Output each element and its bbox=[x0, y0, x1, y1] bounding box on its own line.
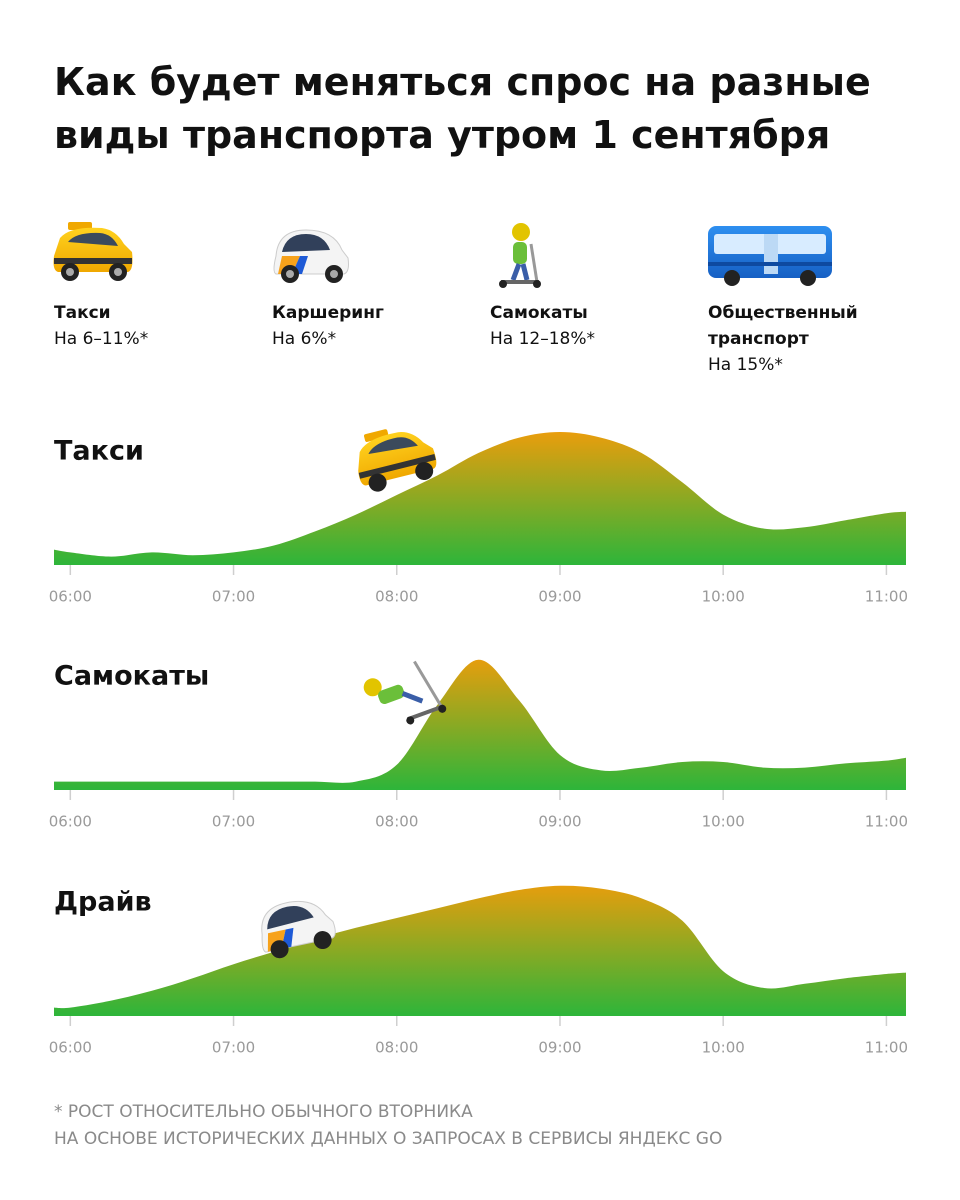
taxi-icon bbox=[53, 222, 133, 281]
area bbox=[54, 659, 906, 790]
chart-title: Самокаты bbox=[54, 661, 209, 692]
legend-name: Самокаты bbox=[490, 303, 588, 323]
taxi-chart-icon bbox=[358, 429, 437, 492]
footnote: * Рост относительно обычного вторника на… bbox=[54, 1099, 722, 1153]
area bbox=[54, 432, 906, 565]
x-tick-label: 07:00 bbox=[212, 1039, 255, 1057]
x-tick-label: 08:00 bbox=[375, 588, 418, 606]
x-tick-label: 06:00 bbox=[49, 1039, 92, 1057]
x-tick-label: 07:00 bbox=[212, 813, 255, 831]
legend-name: Общественный транспорт bbox=[708, 303, 858, 349]
legend-item: Общественный транспорт На 15%* bbox=[708, 300, 878, 378]
legend-change: На 6–11%* bbox=[54, 329, 149, 349]
legend-change: На 12–18%* bbox=[490, 329, 596, 349]
area bbox=[54, 885, 906, 1016]
bus-icon bbox=[708, 226, 832, 286]
x-tick-label: 11:00 bbox=[865, 588, 908, 606]
x-tick-label: 10:00 bbox=[702, 813, 745, 831]
scooter-icon bbox=[499, 223, 541, 288]
car-chart-icon bbox=[261, 900, 336, 959]
carsharing-icon bbox=[273, 229, 349, 283]
x-tick-label: 08:00 bbox=[375, 1039, 418, 1057]
chart-title: Драйв bbox=[54, 887, 152, 918]
x-tick-label: 09:00 bbox=[538, 1039, 581, 1057]
x-tick-label: 10:00 bbox=[702, 588, 745, 606]
scooter-chart-icon bbox=[363, 660, 447, 725]
x-tick-label: 09:00 bbox=[538, 813, 581, 831]
x-tick-label: 06:00 bbox=[49, 813, 92, 831]
footnote-line: на основе исторических данных о запросах… bbox=[54, 1129, 723, 1149]
legend-change: На 15%* bbox=[708, 355, 783, 375]
footnote-line: * Рост относительно обычного вторника bbox=[54, 1102, 473, 1122]
chart-title: Такси bbox=[54, 436, 144, 467]
x-tick-label: 07:00 bbox=[212, 588, 255, 606]
legend-item: Самокаты На 12–18%* bbox=[490, 300, 680, 352]
legend-name: Каршеринг bbox=[272, 303, 384, 323]
legend-change: На 6%* bbox=[272, 329, 337, 349]
title: Как будет меняться спрос на разные виды … bbox=[54, 60, 871, 157]
x-tick-label: 06:00 bbox=[49, 588, 92, 606]
x-tick-label: 09:00 bbox=[538, 588, 581, 606]
legend-name: Такси bbox=[54, 303, 111, 323]
x-tick-label: 10:00 bbox=[702, 1039, 745, 1057]
x-tick-label: 11:00 bbox=[865, 813, 908, 831]
legend-item: Каршеринг На 6%* bbox=[272, 300, 462, 352]
legend-item: Такси На 6–11%* bbox=[54, 300, 244, 352]
x-tick-label: 11:00 bbox=[865, 1039, 908, 1057]
x-tick-label: 08:00 bbox=[375, 813, 418, 831]
